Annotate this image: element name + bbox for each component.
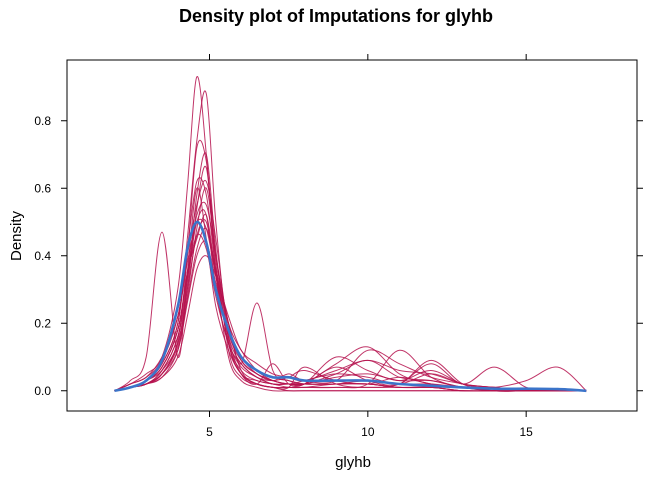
y-axis-label: Density [8, 210, 25, 261]
y-tick-label: 0.6 [34, 181, 51, 195]
plot-frame [66, 59, 638, 412]
imputed-density-line [114, 76, 587, 392]
y-tick-label: 0.2 [34, 316, 51, 330]
density-lines [114, 76, 587, 393]
chart-title: Density plot of Imputations for glyhb [179, 6, 493, 26]
observed-density-line [114, 220, 587, 393]
y-tick-label: 0.4 [34, 249, 51, 263]
imputed-density-line [114, 219, 587, 392]
x-axis-label: glyhb [335, 454, 371, 471]
x-tick-label: 10 [361, 425, 375, 439]
y-tick-label: 0.8 [34, 114, 51, 128]
x-tick-label: 5 [206, 425, 213, 439]
y-tick-label: 0.0 [34, 384, 51, 398]
imputed-density-line [114, 90, 587, 392]
axis-ticks: 5 10 15 0.0 0.2 0.4 0.6 0.8 [34, 54, 643, 439]
x-tick-label: 15 [519, 425, 533, 439]
